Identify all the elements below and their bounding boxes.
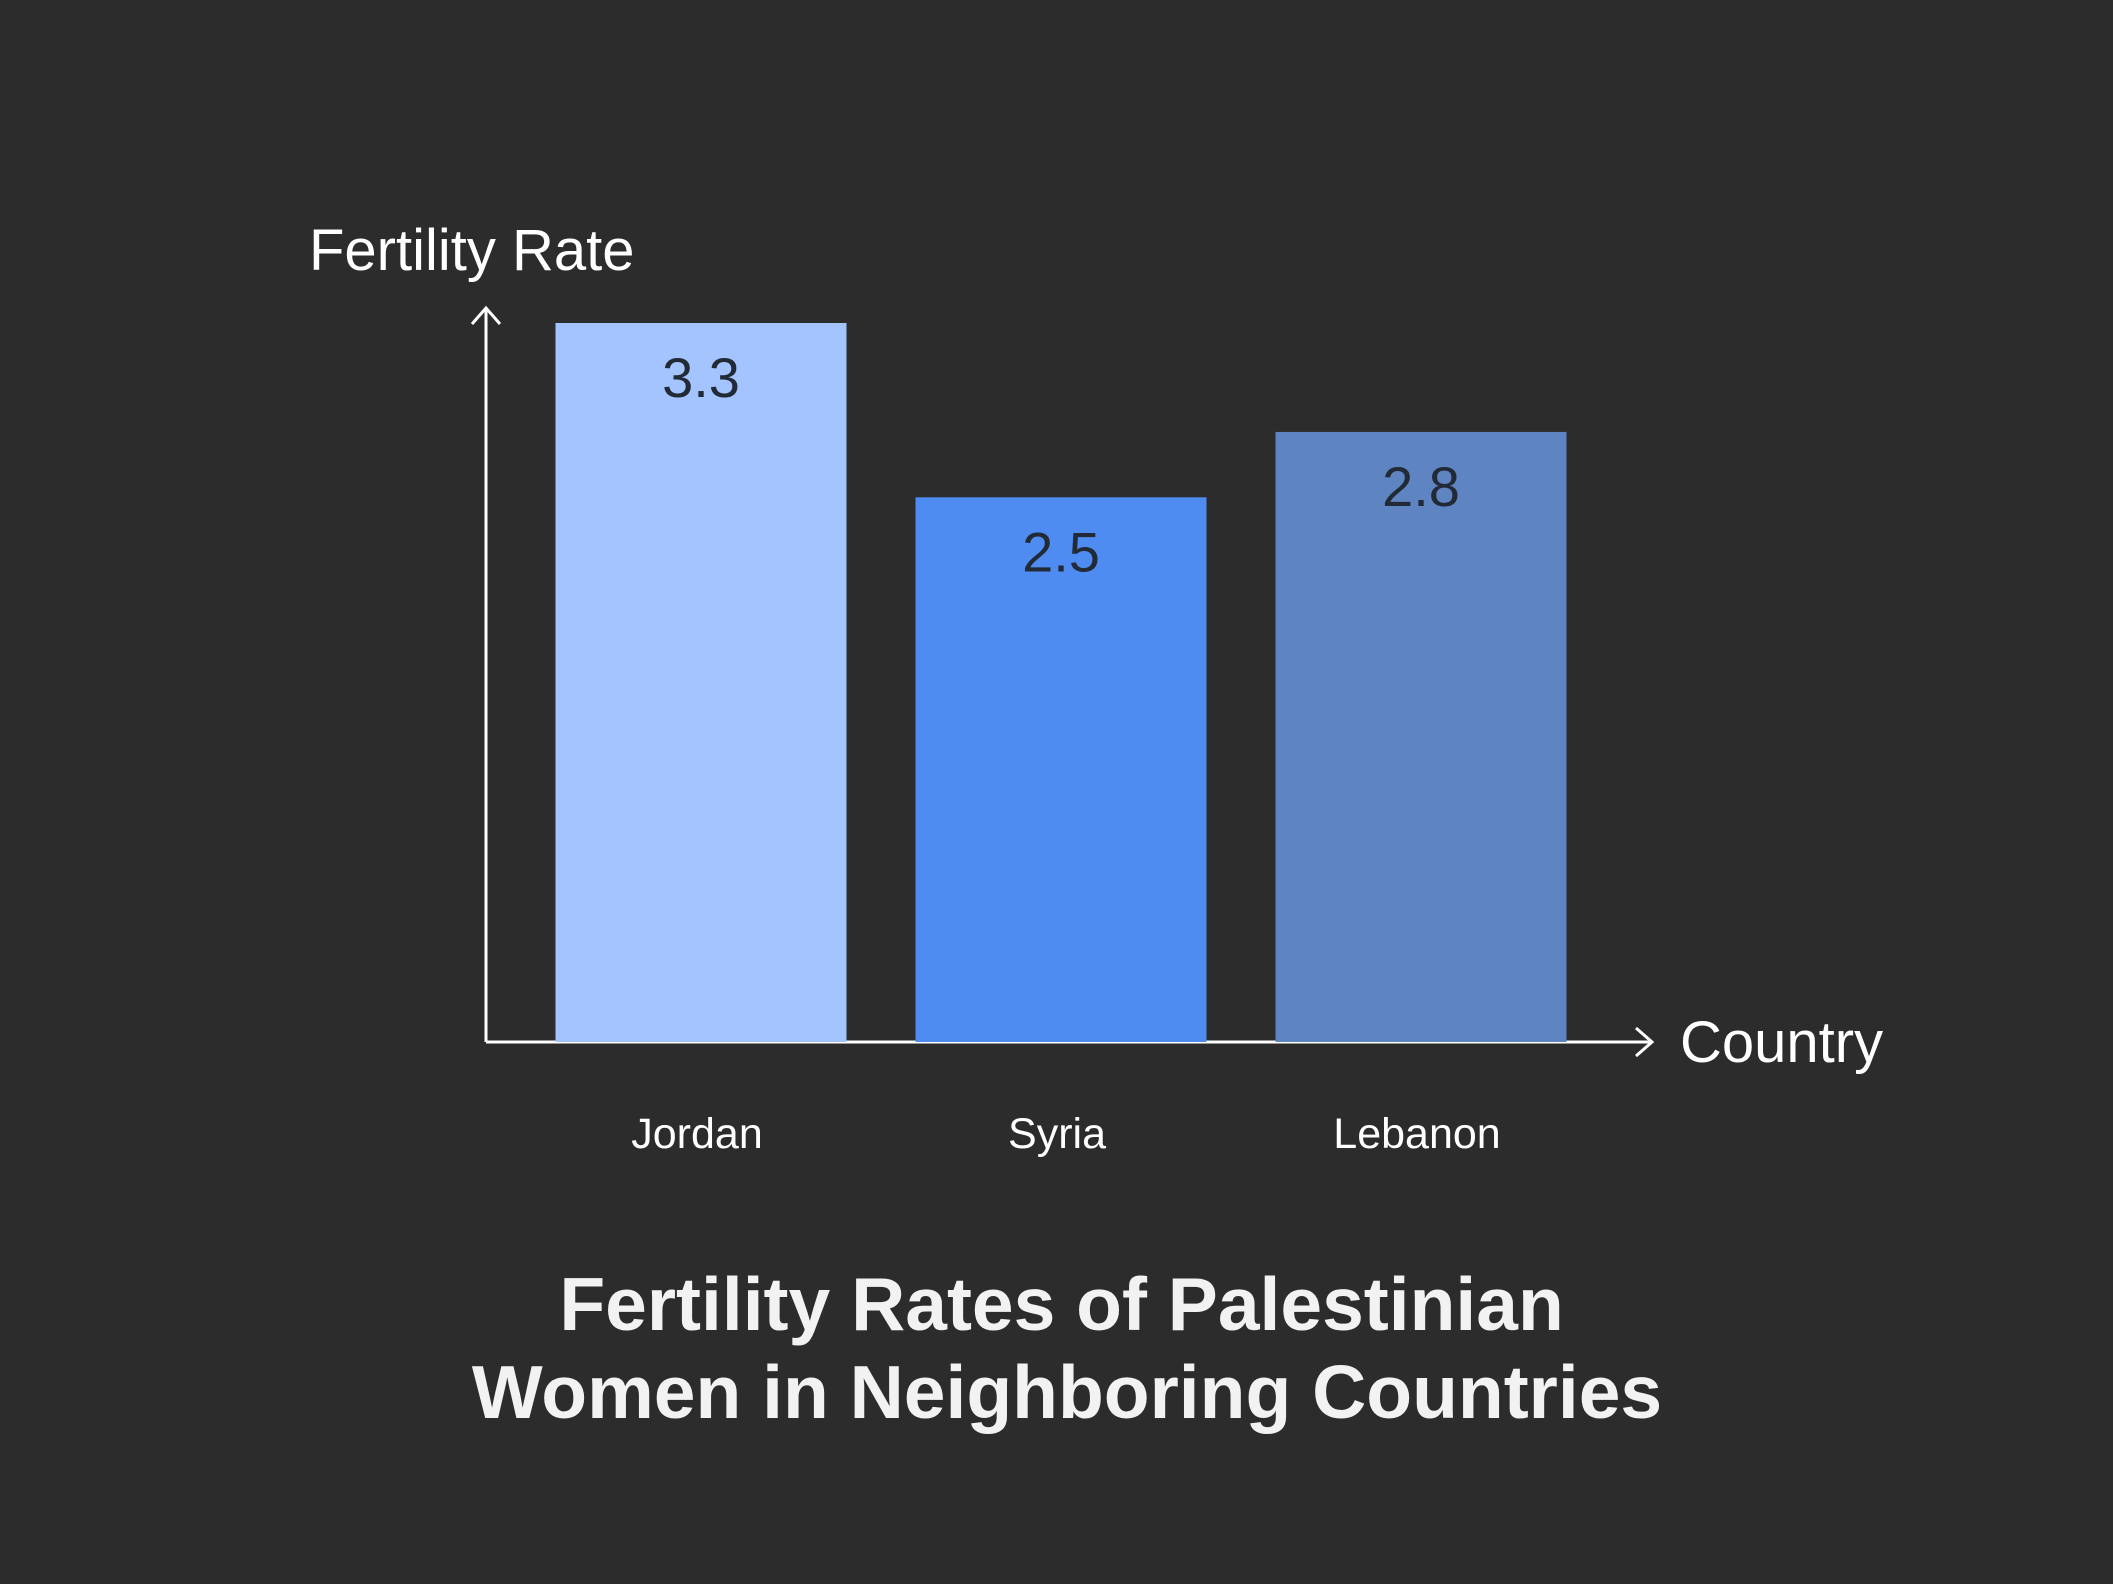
- bar-jordan: [555, 323, 847, 1042]
- chart-title-line-1: Fertility Rates of Palestinian: [559, 1262, 1563, 1346]
- bar-syria: [915, 497, 1207, 1042]
- x-tick-labels: Jordan Syria Lebanon: [631, 1110, 1500, 1158]
- chart-title-line-2: Women in Neighboring Countries: [472, 1350, 1662, 1434]
- x-tick-label-lebanon: Lebanon: [1333, 1110, 1500, 1158]
- y-axis-label: Fertility Rate: [309, 218, 635, 283]
- x-axis-arrow-icon: [1635, 1026, 1655, 1058]
- y-axis-arrow-icon: [470, 305, 502, 325]
- value-label-jordan: 3.3: [662, 346, 740, 409]
- x-tick-label-syria: Syria: [1008, 1110, 1106, 1158]
- bar-lebanon: [1275, 431, 1567, 1042]
- value-label-lebanon: 2.8: [1382, 455, 1460, 518]
- chart-title: Fertility Rates of Palestinian Women in …: [472, 1262, 1662, 1434]
- value-labels: 3.3 2.5 2.8: [662, 346, 1460, 583]
- value-label-syria: 2.5: [1022, 520, 1100, 583]
- bars-group: [555, 323, 1567, 1042]
- x-axis-label: Country: [1680, 1010, 1883, 1075]
- x-tick-label-jordan: Jordan: [631, 1110, 762, 1158]
